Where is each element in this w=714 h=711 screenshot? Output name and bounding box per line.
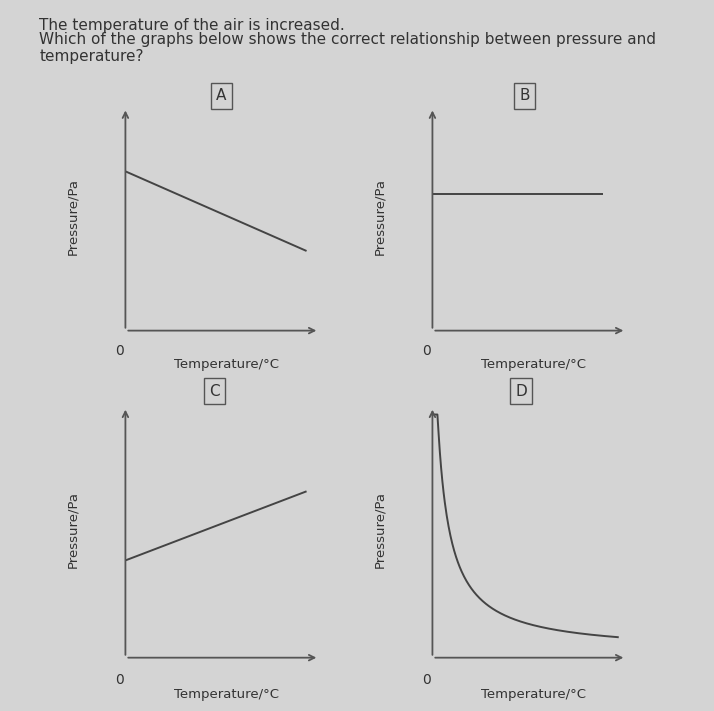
- Text: Pressure/Pa: Pressure/Pa: [66, 178, 79, 255]
- Text: 0: 0: [115, 344, 124, 358]
- Text: Which of the graphs below shows the correct relationship between pressure and
te: Which of the graphs below shows the corr…: [39, 32, 656, 65]
- Text: B: B: [520, 88, 530, 104]
- Text: Temperature/°C: Temperature/°C: [174, 358, 279, 371]
- Text: 0: 0: [422, 673, 431, 687]
- Text: Temperature/°C: Temperature/°C: [174, 688, 279, 701]
- Text: Pressure/Pa: Pressure/Pa: [66, 491, 79, 568]
- Text: A: A: [216, 88, 226, 104]
- Text: Temperature/°C: Temperature/°C: [481, 688, 586, 701]
- Text: The temperature of the air is increased.: The temperature of the air is increased.: [39, 18, 345, 33]
- Text: C: C: [209, 383, 219, 399]
- Text: Pressure/Pa: Pressure/Pa: [373, 491, 386, 568]
- Text: 0: 0: [422, 344, 431, 358]
- Text: Pressure/Pa: Pressure/Pa: [373, 178, 386, 255]
- Text: D: D: [516, 383, 527, 399]
- Text: 0: 0: [115, 673, 124, 687]
- Text: Temperature/°C: Temperature/°C: [481, 358, 586, 371]
